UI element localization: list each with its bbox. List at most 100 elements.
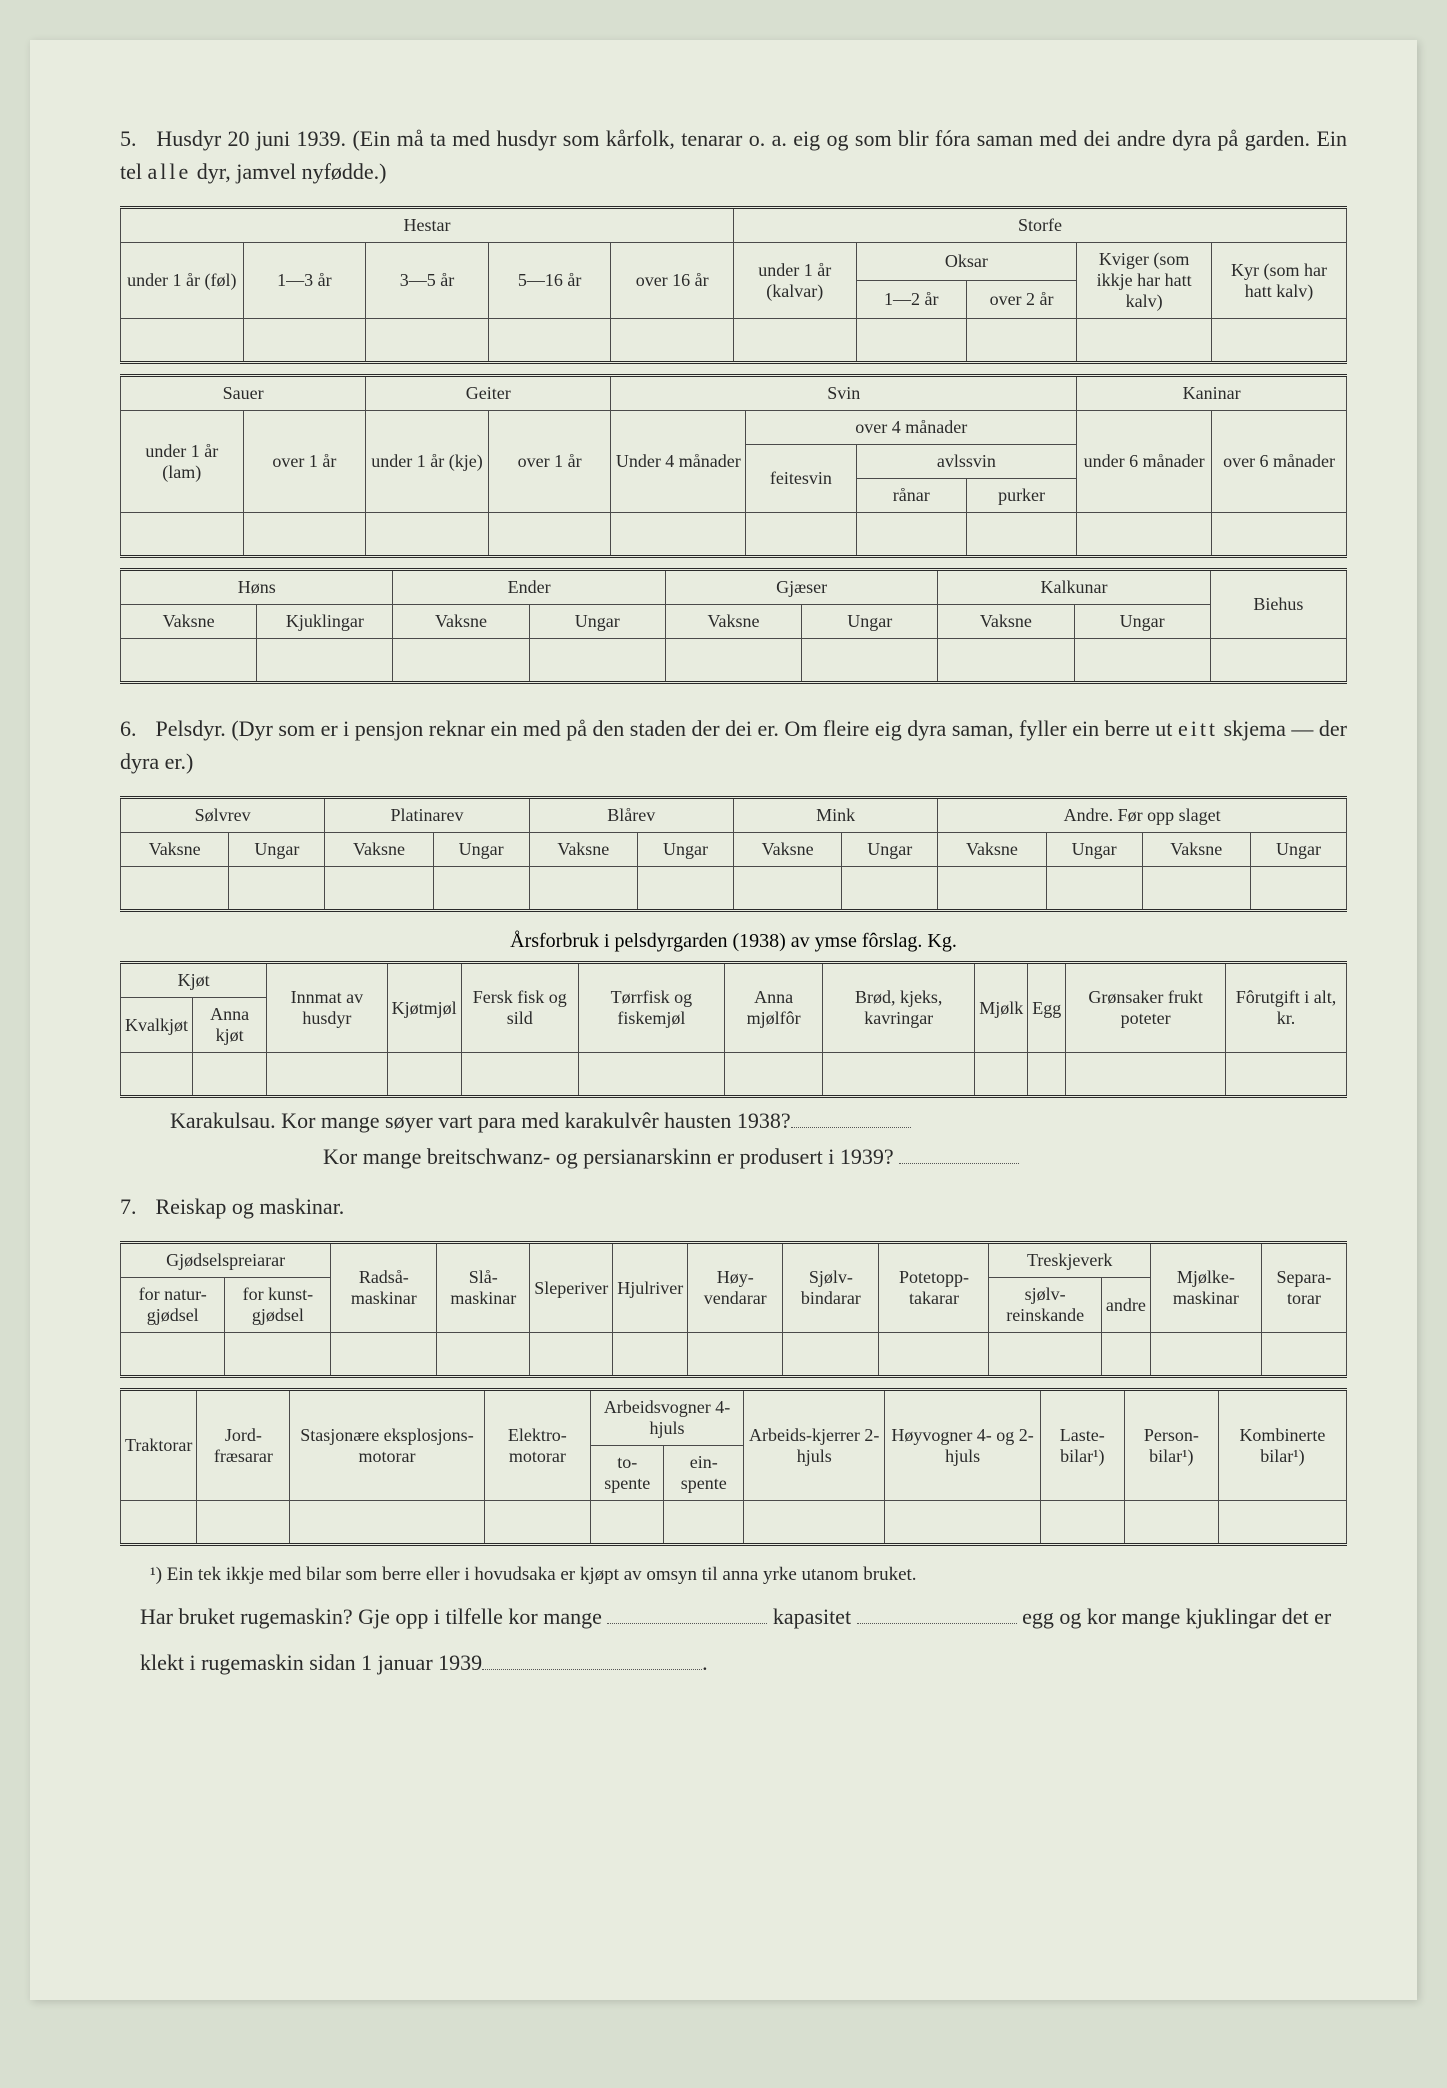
cell[interactable] (433, 867, 529, 911)
cell[interactable] (243, 513, 366, 557)
cell[interactable] (1077, 513, 1212, 557)
cell[interactable] (1212, 513, 1347, 557)
ka-u: Ungar (1074, 605, 1210, 639)
blank-field[interactable] (791, 1114, 911, 1128)
blank-field[interactable] (482, 1656, 702, 1670)
cell[interactable] (1225, 1053, 1346, 1097)
blank-field[interactable] (899, 1150, 1019, 1164)
fersk: Fersk fisk og sild (461, 963, 578, 1053)
cell[interactable] (393, 639, 529, 683)
cell[interactable] (591, 1501, 664, 1545)
cell[interactable] (243, 319, 366, 363)
t1: sjølv-reinskande (989, 1278, 1101, 1333)
cell[interactable] (966, 319, 1076, 363)
sla: Slå-maskinar (437, 1243, 530, 1333)
cell[interactable] (121, 867, 229, 911)
cell[interactable] (529, 639, 665, 683)
cell[interactable] (1124, 1501, 1218, 1545)
cell[interactable] (783, 1333, 879, 1377)
cell[interactable] (366, 513, 489, 557)
cell[interactable] (197, 1501, 290, 1545)
cell[interactable] (885, 1501, 1040, 1545)
cell[interactable] (1261, 1333, 1346, 1377)
u3: Ungar (638, 833, 734, 867)
cell[interactable] (688, 1333, 783, 1377)
cell[interactable] (1210, 639, 1346, 683)
cell[interactable] (938, 639, 1074, 683)
cell[interactable] (325, 867, 433, 911)
cell[interactable] (1074, 639, 1210, 683)
cell[interactable] (121, 513, 244, 557)
cell[interactable] (257, 639, 393, 683)
cell[interactable] (725, 1053, 823, 1097)
cell[interactable] (746, 513, 856, 557)
sv2: rånar (856, 479, 966, 513)
cell[interactable] (578, 1053, 724, 1097)
cell[interactable] (744, 1501, 885, 1545)
cell[interactable] (938, 867, 1046, 911)
cell[interactable] (611, 319, 734, 363)
cell[interactable] (1218, 1501, 1346, 1545)
cell[interactable] (733, 867, 841, 911)
cell[interactable] (331, 1333, 437, 1377)
cell[interactable] (366, 319, 489, 363)
cell[interactable] (1142, 867, 1250, 911)
cell[interactable] (733, 319, 856, 363)
cell[interactable] (856, 319, 966, 363)
e-u: Ungar (529, 605, 665, 639)
cell[interactable] (225, 1333, 331, 1377)
gj-v: Vaksne (665, 605, 801, 639)
cell[interactable] (1150, 1333, 1261, 1377)
cell[interactable] (1250, 867, 1346, 911)
cell[interactable] (488, 513, 611, 557)
cell[interactable] (638, 867, 734, 911)
gj-u: Ungar (802, 605, 938, 639)
cell[interactable] (975, 1053, 1028, 1097)
blank-field[interactable] (857, 1610, 1017, 1624)
cell[interactable] (529, 867, 637, 911)
v2: Vaksne (325, 833, 433, 867)
cell[interactable] (121, 639, 257, 683)
cell[interactable] (1046, 867, 1142, 911)
cell[interactable] (989, 1333, 1101, 1377)
cell[interactable] (611, 513, 746, 557)
cell[interactable] (488, 319, 611, 363)
section-6-heading: 6. Pelsdyr. (Dyr som er i pensjon reknar… (120, 712, 1347, 778)
blank-field[interactable] (607, 1610, 767, 1624)
cell[interactable] (267, 1053, 387, 1097)
cell[interactable] (856, 513, 966, 557)
cell[interactable] (121, 319, 244, 363)
cell[interactable] (664, 1501, 744, 1545)
cell[interactable] (665, 639, 801, 683)
treskje: Treskjeverk (989, 1243, 1150, 1278)
cell[interactable] (802, 639, 938, 683)
hdr-svin: Svin (611, 376, 1077, 411)
cell[interactable] (842, 867, 938, 911)
cell[interactable] (1101, 1333, 1150, 1377)
cell[interactable] (1066, 1053, 1226, 1097)
cell[interactable] (1077, 319, 1212, 363)
cell[interactable] (1028, 1053, 1066, 1097)
cell[interactable] (879, 1333, 989, 1377)
cell[interactable] (530, 1333, 613, 1377)
cell[interactable] (613, 1333, 688, 1377)
cell[interactable] (1040, 1501, 1124, 1545)
cell[interactable] (437, 1333, 530, 1377)
kvalkjot: Kvalkjøt (121, 998, 193, 1053)
cell[interactable] (1212, 319, 1347, 363)
cell[interactable] (966, 513, 1076, 557)
cell[interactable] (193, 1053, 267, 1097)
ka-v: Vaksne (938, 605, 1074, 639)
solvrev: Sølvrev (121, 798, 325, 833)
cell[interactable] (387, 1053, 461, 1097)
u1: Ungar (229, 833, 325, 867)
cell[interactable] (121, 1501, 197, 1545)
cell[interactable] (484, 1501, 591, 1545)
cell[interactable] (461, 1053, 578, 1097)
cell[interactable] (290, 1501, 484, 1545)
sa1: under 1 år (lam) (121, 411, 244, 513)
cell[interactable] (823, 1053, 975, 1097)
cell[interactable] (121, 1333, 225, 1377)
cell[interactable] (121, 1053, 193, 1097)
cell[interactable] (229, 867, 325, 911)
